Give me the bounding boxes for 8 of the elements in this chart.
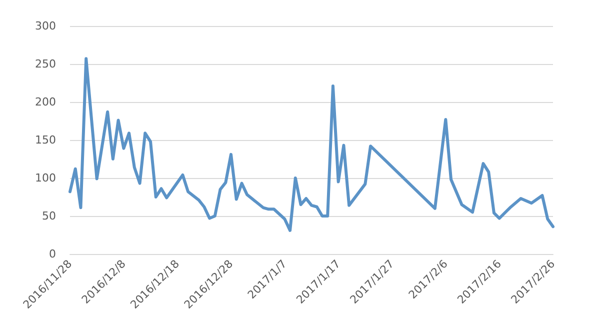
y-tick-label: 150 (35, 134, 56, 146)
y-tick-label: 100 (35, 172, 56, 184)
y-tick-label: 250 (35, 58, 56, 70)
line-series (68, 57, 554, 232)
y-tick-label: 300 (35, 20, 56, 32)
y-tick-label: 50 (42, 210, 56, 222)
y-tick-label: 200 (35, 96, 56, 108)
y-tick-label: 0 (49, 248, 56, 260)
